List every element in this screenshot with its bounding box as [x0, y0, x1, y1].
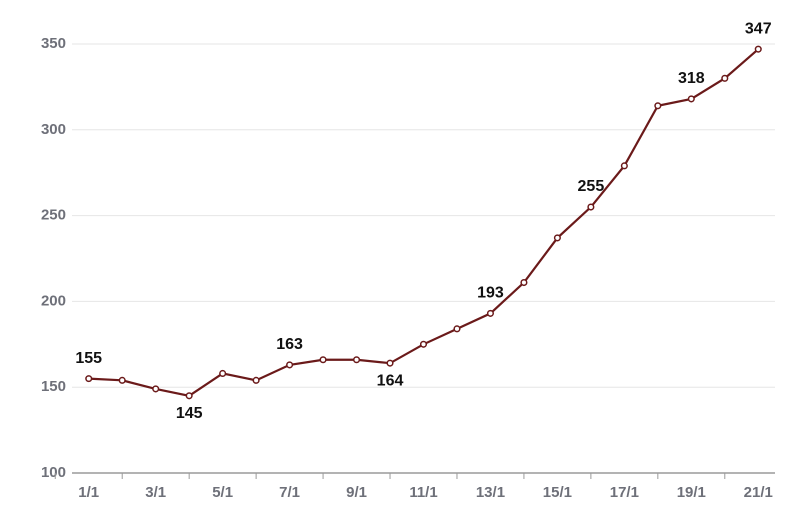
point — [520, 278, 528, 287]
point — [587, 203, 595, 211]
point — [453, 325, 461, 333]
y-tick-label: 250 — [41, 207, 66, 224]
point — [286, 361, 294, 369]
point — [754, 45, 762, 53]
point — [687, 95, 695, 103]
point — [721, 74, 729, 82]
x-tick-label: 13/1 — [476, 484, 505, 501]
point — [386, 359, 394, 367]
point — [419, 340, 428, 348]
point — [319, 356, 327, 364]
point — [85, 375, 93, 383]
point — [185, 392, 193, 400]
y-tick-label: 350 — [41, 35, 66, 52]
point — [486, 309, 495, 317]
x-tick-label: 7/1 — [279, 484, 300, 501]
x-tick-label: 3/1 — [145, 484, 166, 501]
x-tick-label: 19/1 — [677, 484, 706, 501]
x-tick-label: 17/1 — [610, 484, 639, 501]
data-label: 318 — [678, 70, 705, 87]
point — [152, 385, 160, 393]
point — [252, 376, 260, 384]
point — [352, 356, 361, 364]
y-tick-label: 150 — [41, 378, 66, 395]
x-tick-label: 15/1 — [543, 484, 572, 501]
x-tick-label: 21/1 — [744, 484, 773, 501]
point — [654, 102, 662, 110]
y-tick-label: 200 — [41, 292, 66, 309]
point — [553, 234, 561, 242]
data-label: 163 — [276, 336, 303, 353]
point — [219, 369, 227, 378]
data-label: 145 — [176, 405, 203, 422]
x-tick-label: 1/1 — [78, 484, 99, 501]
y-tick-label: 100 — [41, 464, 66, 481]
x-tick-label: 11/1 — [409, 484, 437, 501]
point — [118, 376, 126, 384]
x-tick-label: 9/1 — [346, 484, 367, 501]
data-label: 155 — [75, 350, 102, 367]
data-label: 347 — [745, 20, 772, 37]
point — [620, 162, 628, 170]
data-label: 164 — [377, 372, 404, 389]
y-tick-label: 300 — [41, 121, 66, 138]
x-tick-label: 5/1 — [212, 484, 233, 501]
data-label: 193 — [477, 285, 504, 302]
data-label: 255 — [578, 178, 605, 195]
